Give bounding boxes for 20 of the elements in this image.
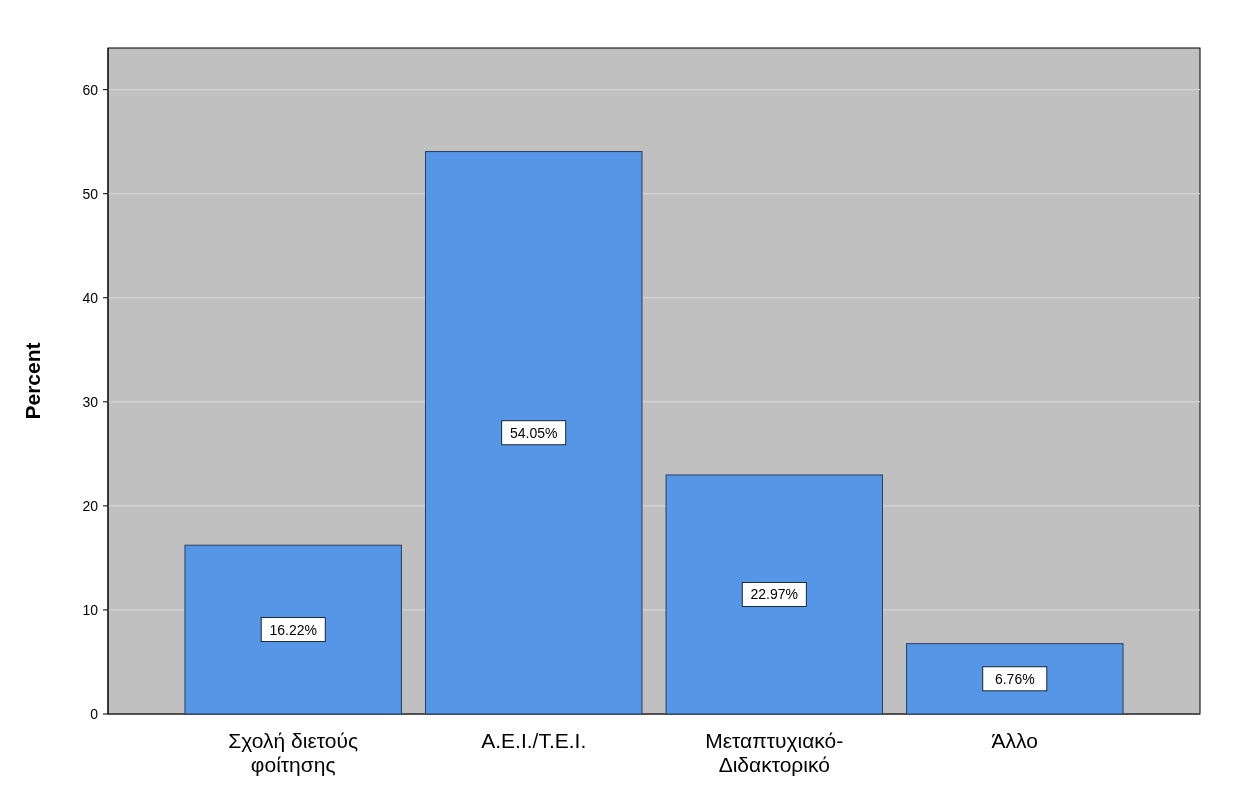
- bar: [184, 544, 402, 715]
- bar: [425, 151, 643, 715]
- data-label: 6.76%: [994, 670, 1035, 687]
- y-tick-label: 60: [82, 81, 99, 98]
- x-tick-label: Άλλο: [991, 729, 1038, 752]
- y-axis-title: Percent: [21, 342, 44, 420]
- bar: [906, 643, 1124, 715]
- y-tick-label: 0: [90, 706, 99, 722]
- bar: [665, 474, 883, 715]
- data-label: 16.22%: [269, 621, 317, 638]
- y-tick-label: 10: [82, 601, 99, 618]
- data-label: 22.97%: [750, 586, 799, 603]
- y-tick-label: 40: [82, 289, 99, 306]
- x-tick-label: Μεταπτυχιακό-Διδακτορικό: [705, 729, 844, 776]
- x-tick-label: Σχολή διετούς φοίτησης: [228, 729, 359, 776]
- data-label: 54.05%: [509, 424, 558, 441]
- y-tick-label: 20: [82, 497, 99, 514]
- y-tick-label: 50: [82, 185, 99, 202]
- x-tick-label: Α.Ε.Ι./Τ.Ε.Ι.: [481, 729, 587, 752]
- y-tick-label: 30: [82, 393, 99, 410]
